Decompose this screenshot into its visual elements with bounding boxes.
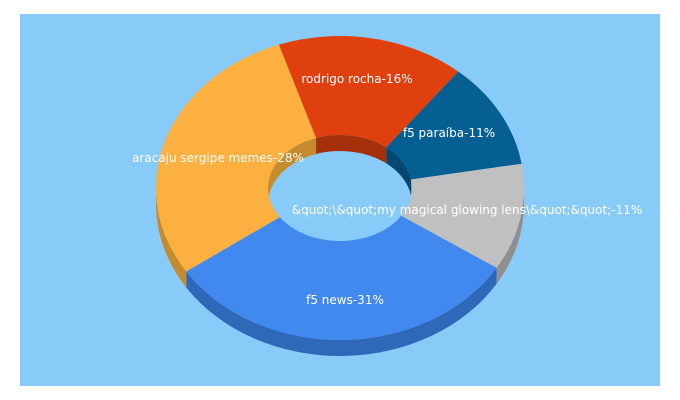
slice-inner-wall-f5-paraiba xyxy=(386,147,412,196)
donut-labels: f5 news-31% aracaju sergipe memes-28% ro… xyxy=(132,72,642,307)
slice-side-aracaju-sergipe-memes xyxy=(156,188,187,288)
slice-inner-wall-aracaju-sergipe-memes xyxy=(268,138,317,204)
donut-tops xyxy=(156,35,524,340)
slice-f5-paraiba xyxy=(386,71,522,180)
slice-label-f5-news: f5 news-31% xyxy=(306,293,384,307)
slice-aracaju-sergipe-memes xyxy=(156,44,317,272)
slice-rodrigo-rocha xyxy=(278,35,459,148)
slice-side-magical-glowing-lens xyxy=(496,188,525,284)
donut-sides xyxy=(156,135,525,356)
slice-label-rodrigo-rocha: rodrigo rocha-16% xyxy=(301,72,412,86)
slice-side-f5-news xyxy=(186,267,497,356)
slice-label-magical-glowing-lens: &quot;\&quot;my magical glowing lens\&qu… xyxy=(292,203,643,217)
slice-f5-news xyxy=(186,215,497,340)
slice-label-aracaju-sergipe-memes: aracaju sergipe memes-28% xyxy=(132,151,304,165)
slice-label-f5-paraiba: f5 paraíba-11% xyxy=(403,126,495,140)
slice-inner-wall-rodrigo-rocha xyxy=(316,135,387,164)
slice-magical-glowing-lens xyxy=(401,163,524,268)
